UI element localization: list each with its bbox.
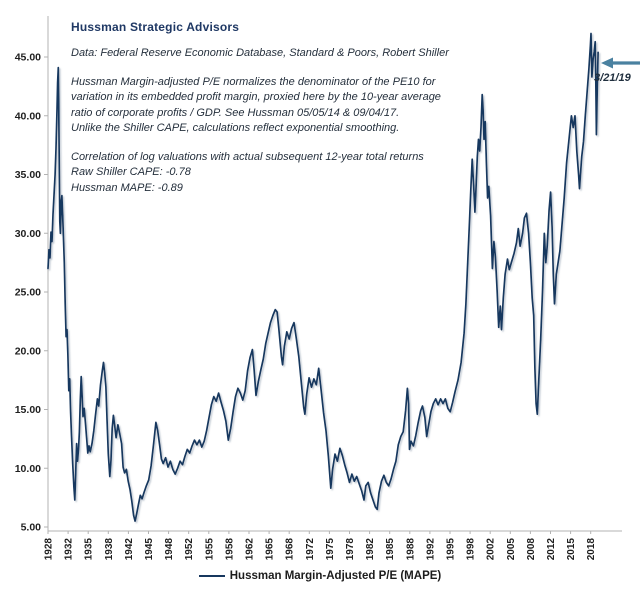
x-tick-label: 1945 xyxy=(144,538,155,561)
legend-line-swatch xyxy=(198,575,225,577)
x-tick-label: 1952 xyxy=(184,538,195,561)
x-tick-label: 1975 xyxy=(325,538,336,561)
x-tick-label: 1938 xyxy=(104,538,115,561)
x-tick-label: 1965 xyxy=(265,538,276,561)
x-tick-label: 1995 xyxy=(445,538,456,561)
x-tick-label: 1982 xyxy=(365,538,376,561)
x-tick-label: 1962 xyxy=(244,538,255,561)
x-tick-label: 1955 xyxy=(204,538,215,561)
y-tick-label: 5.00 xyxy=(21,522,42,534)
source-title: Hussman Strategic Advisors xyxy=(71,20,240,34)
x-tick-label: 2008 xyxy=(526,538,537,561)
x-tick-label: 1948 xyxy=(164,538,175,561)
y-tick-label: 25.00 xyxy=(15,287,41,299)
y-tick-label: 40.00 xyxy=(15,110,41,122)
x-tick-label: 1968 xyxy=(285,538,296,561)
y-tick-label: 30.00 xyxy=(15,228,41,240)
mape-series-line xyxy=(47,32,599,522)
x-tick-label: 2012 xyxy=(546,538,557,561)
data-source-line: Data: Federal Reserve Economic Database,… xyxy=(71,47,449,59)
y-tick-label: 15.00 xyxy=(15,404,41,416)
x-tick-label: 2002 xyxy=(486,538,497,561)
legend: Hussman Margin-Adjusted P/E (MAPE) xyxy=(0,570,640,582)
x-tick-label: 1935 xyxy=(84,538,95,561)
x-tick-label: 1985 xyxy=(385,538,396,561)
y-tick-label: 45.00 xyxy=(15,52,41,64)
methodology-note: Hussman Margin-adjusted P/E normalizes t… xyxy=(71,75,441,135)
x-tick-label: 1958 xyxy=(224,538,235,561)
x-tick-label: 1972 xyxy=(305,538,316,561)
x-tick-label: 2015 xyxy=(566,538,577,561)
x-tick-label: 1988 xyxy=(405,538,416,561)
annotation-block: Hussman Strategic Advisors Data: Federal… xyxy=(71,20,491,209)
y-tick-label: 20.00 xyxy=(15,345,41,357)
x-tick-label: 1928 xyxy=(44,538,55,561)
latest-date-label: 3/21/19 xyxy=(594,72,631,85)
x-tick-label: 2005 xyxy=(506,538,517,561)
x-tick-label: 1942 xyxy=(124,538,135,561)
x-tick-label: 2018 xyxy=(586,538,597,561)
legend-label: Hussman Margin-Adjusted P/E (MAPE) xyxy=(229,570,442,582)
latest-point-arrow-icon xyxy=(601,57,640,69)
x-tick-label: 1932 xyxy=(64,538,75,561)
x-tick-label: 1978 xyxy=(345,538,356,561)
x-tick-label: 1992 xyxy=(425,538,436,561)
y-tick-label: 35.00 xyxy=(15,169,41,181)
y-tick-label: 10.00 xyxy=(15,463,41,475)
correlation-note: Correlation of log valuations with actua… xyxy=(71,150,424,194)
x-tick-label: 1998 xyxy=(466,538,477,561)
